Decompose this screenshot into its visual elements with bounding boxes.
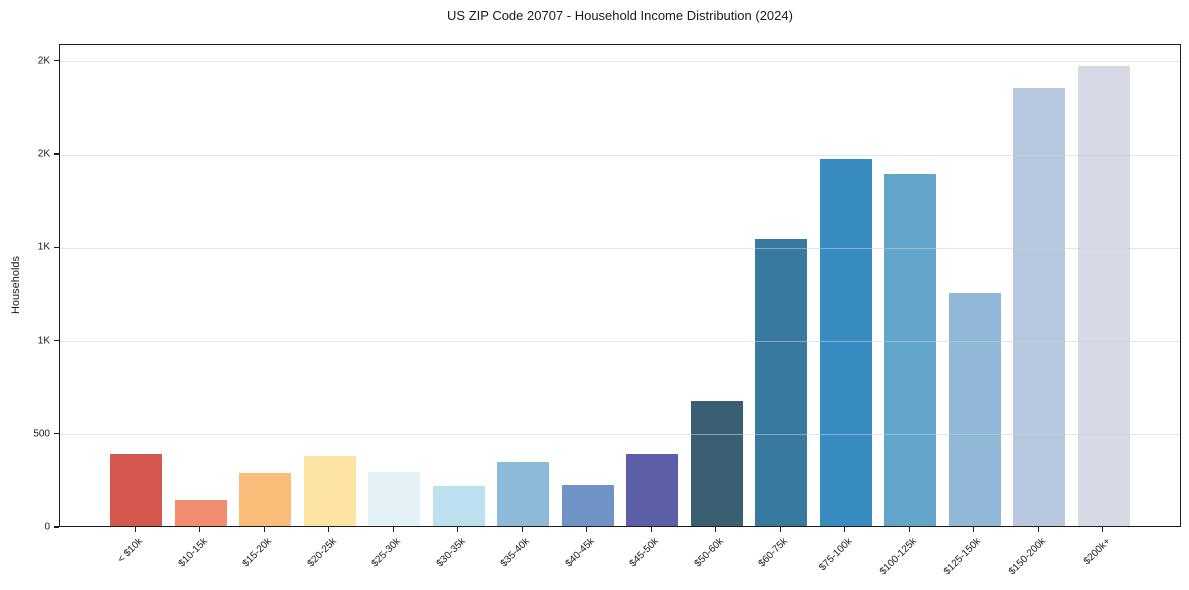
x-tick-label: $40-45k: [563, 536, 597, 570]
x-tick-label: $100-125k: [877, 536, 920, 578]
x-tick-label: $20-25k: [305, 536, 339, 570]
x-tick-mark: [715, 527, 717, 532]
chart-title: US ZIP Code 20707 - Household Income Dis…: [447, 8, 793, 23]
bar-10k: [110, 454, 163, 526]
x-tick-mark: [650, 527, 652, 532]
x-tick-mark: [521, 527, 523, 532]
y-tick-label: 1K: [37, 241, 50, 253]
bar-40-45k: [561, 485, 614, 526]
x-tick-label: $10-15k: [176, 536, 210, 570]
y-tick-mark: [54, 246, 59, 248]
x-tick-mark: [779, 527, 781, 532]
bar-35-40k: [497, 461, 550, 526]
x-tick-label: $45-50k: [627, 536, 662, 570]
bar-60-75k: [755, 238, 808, 526]
plot-area: [59, 44, 1181, 527]
bar-45-50k: [626, 454, 679, 526]
gridline: [60, 341, 1180, 342]
x-tick-mark: [1037, 527, 1039, 532]
x-tick-label: $150-200k: [1006, 536, 1049, 578]
gridline: [60, 247, 1180, 249]
bar-30-35k: [432, 485, 485, 526]
x-tick-label: $200k+: [1081, 536, 1113, 568]
x-tick-mark: [199, 527, 201, 532]
y-tick-mark: [54, 60, 59, 62]
y-tick-label: 2K: [37, 55, 50, 67]
x-tick-label: $25-30k: [369, 536, 404, 570]
y-tick-mark: [54, 433, 59, 435]
bar-20-25k: [303, 456, 356, 526]
x-tick-label: $125-150k: [942, 536, 984, 578]
x-tick-mark: [973, 527, 975, 532]
y-tick-label: 2K: [37, 148, 50, 160]
bar-150-200k: [1013, 87, 1066, 526]
x-tick-mark: [457, 527, 459, 532]
bar-10-15k: [174, 500, 227, 526]
gridline: [60, 434, 1180, 436]
bar-50-60k: [690, 401, 743, 526]
bar-25-30k: [368, 471, 421, 526]
x-tick-label: $35-40k: [498, 536, 533, 570]
x-tick-mark: [392, 527, 394, 532]
x-tick-mark: [1102, 527, 1104, 532]
x-tick-mark: [844, 527, 846, 532]
bar-100-125k: [884, 173, 937, 526]
x-tick-mark: [586, 527, 588, 532]
x-tick-label: < $10k: [115, 536, 146, 566]
x-tick-mark: [263, 527, 265, 532]
x-tick-mark: [908, 527, 910, 532]
x-tick-label: $30-35k: [434, 536, 468, 570]
gridline: [60, 61, 1180, 63]
gridline: [60, 154, 1180, 156]
x-tick-label: $50-60k: [692, 536, 726, 570]
y-tick-label: 1K: [37, 335, 50, 346]
x-tick-label: $15-20k: [240, 536, 275, 570]
bar-200k: [1077, 66, 1130, 526]
y-tick-mark: [54, 153, 59, 155]
bar-15-20k: [239, 473, 292, 526]
x-tick-mark: [134, 527, 136, 532]
x-tick-label: $60-75k: [756, 536, 791, 570]
x-tick-label: $75-100k: [817, 536, 855, 574]
x-tick-mark: [328, 527, 330, 532]
bar-125-150k: [948, 292, 1001, 526]
y-tick-label: 0: [44, 521, 50, 533]
y-tick-label: 500: [33, 428, 50, 440]
bar-75-100k: [819, 158, 872, 526]
y-tick-mark: [54, 339, 59, 342]
y-tick-mark: [54, 526, 59, 528]
y-axis-label: Households: [10, 255, 22, 315]
